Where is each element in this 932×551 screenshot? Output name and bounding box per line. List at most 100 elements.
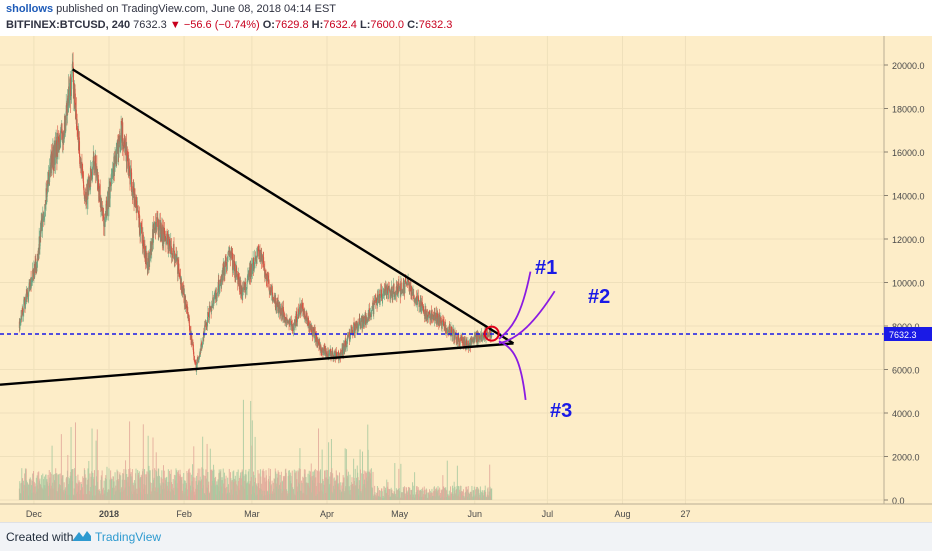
volume-bar (383, 486, 385, 500)
scenario-label-2: #2 (588, 286, 610, 308)
current-price-label: 7632.3 (889, 330, 917, 340)
volume-bar (173, 474, 175, 500)
volume-bar (273, 478, 275, 500)
price-tick-label: 0.0 (892, 496, 905, 506)
volume-bar (401, 492, 403, 500)
volume-bar (302, 476, 304, 500)
volume-bar (343, 477, 345, 500)
author-link[interactable]: shollows (6, 3, 54, 15)
price-axis-panel (884, 36, 932, 522)
time-tick-label: Dec (26, 509, 43, 519)
volume-bar (409, 487, 411, 500)
volume-bar (271, 480, 273, 500)
volume-bar (308, 470, 310, 500)
volume-bar (398, 468, 400, 500)
scenario-label-1: #1 (535, 257, 557, 279)
time-tick-label: Jul (542, 509, 554, 519)
close-label: C: (407, 19, 419, 31)
volume-bar (452, 488, 454, 500)
volume-bar (108, 468, 110, 500)
tradingview-logo-icon[interactable] (72, 528, 92, 544)
volume-bar (95, 476, 97, 500)
volume-bar (414, 472, 416, 500)
chart-background (0, 36, 932, 522)
volume-bar (221, 480, 223, 500)
volume-bar (376, 492, 378, 500)
volume-bar (128, 468, 130, 500)
volume-bar (202, 468, 204, 500)
volume-bar (135, 468, 137, 500)
volume-bar (448, 490, 450, 500)
volume-bar (42, 473, 44, 500)
volume-bar (400, 463, 402, 500)
price-tick-label: 2000.0 (892, 453, 920, 463)
volume-bar (288, 470, 290, 500)
volume-bar (225, 475, 227, 500)
volume-bar (468, 493, 470, 500)
volume-bar (430, 492, 432, 500)
volume-bar (142, 424, 144, 500)
volume-bar (322, 480, 324, 500)
close-value: 7632.3 (418, 19, 453, 31)
volume-bar (476, 488, 478, 500)
volume-bar (101, 470, 103, 500)
time-tick-label: May (391, 509, 409, 519)
volume-bar (349, 474, 351, 500)
volume-bar (328, 442, 330, 500)
volume-bar (235, 480, 237, 500)
volume-bar (193, 446, 195, 500)
volume-bar (250, 400, 252, 500)
scenario-curve-3 (498, 340, 527, 401)
volume-bar (118, 479, 120, 500)
volume-bar (466, 489, 468, 500)
volume-bar (331, 468, 333, 500)
volume-bar (258, 473, 260, 500)
volume-bar (123, 469, 125, 500)
drawings: #1 #2 #3 (0, 68, 884, 422)
volume-bar (196, 475, 198, 500)
volume-bar (478, 493, 480, 500)
volume-bar (261, 470, 263, 500)
volume-bar (388, 488, 390, 500)
volume-bar (489, 464, 491, 500)
volume-bar (418, 489, 420, 500)
volume-bar (94, 485, 96, 500)
volume-bar (208, 481, 210, 500)
volume-bar (162, 465, 164, 500)
volume-bar (66, 476, 68, 500)
volume-bar (37, 472, 39, 500)
volume-bar (266, 480, 268, 500)
volume-bar (253, 475, 255, 500)
price-tick-label: 6000.0 (892, 366, 920, 376)
volume-bar (324, 470, 326, 500)
volume-bar (344, 448, 346, 500)
time-tick-label: Apr (320, 509, 334, 519)
volume-bar (52, 474, 54, 500)
scenario-curve-1 (498, 271, 532, 340)
volume-bar (429, 489, 431, 500)
volume-bar (491, 488, 493, 500)
volume-bar (89, 473, 91, 500)
volume-bar (379, 490, 381, 500)
price-tick-label: 16000.0 (892, 148, 925, 158)
volume-bar (395, 493, 397, 500)
volume-bar (362, 451, 364, 500)
volume-bar (74, 422, 76, 500)
volume-bar (56, 473, 58, 500)
tradingview-link[interactable]: TradingView (95, 530, 162, 544)
volume-bar (147, 435, 149, 500)
volume-bar (156, 471, 158, 500)
volume-bar (194, 477, 196, 500)
volume-bar (186, 489, 188, 500)
volume-bar (453, 481, 455, 500)
volume-bar (144, 474, 146, 500)
chart-header: shollows published on TradingView.com, J… (0, 0, 932, 36)
volume-bar (183, 473, 185, 500)
volume-bar (230, 478, 232, 500)
price-chart[interactable]: #1 #2 #3 20000.0 18000.0 16000.0 14000.0 12000… (0, 36, 932, 522)
volume-bar (443, 486, 445, 500)
volume-bar (456, 465, 458, 500)
price-tick-label: 20000.0 (892, 61, 925, 71)
volume-bar (361, 473, 363, 500)
volume-bar (49, 472, 51, 500)
